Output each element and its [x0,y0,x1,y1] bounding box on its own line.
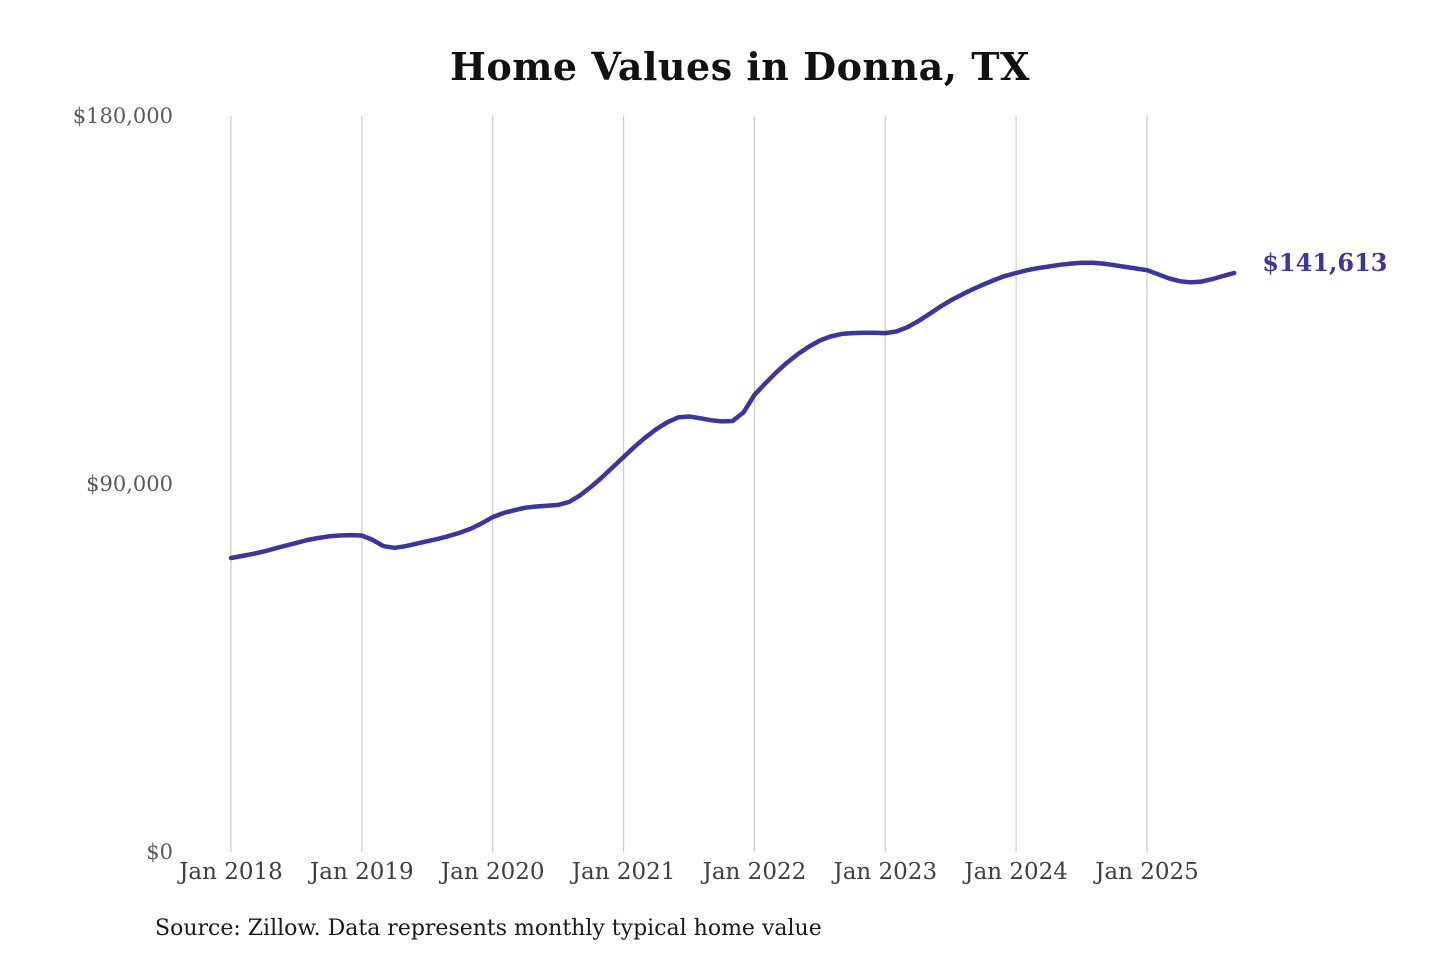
y-tick-label: $180,000 [73,104,173,128]
x-tick-label: Jan 2025 [1093,859,1199,885]
x-tick-label: Jan 2024 [962,859,1068,885]
x-tick-label: Jan 2019 [308,859,414,885]
home-value-line [228,260,1237,561]
x-tick-label: Jan 2023 [831,859,937,885]
current-value-label: $141,613 [1262,248,1387,277]
chart-title: Home Values in Donna, TX [449,44,1031,89]
y-tick-label: $0 [146,840,173,864]
x-tick-label: Jan 2020 [439,859,545,885]
source-note: Source: Zillow. Data represents monthly … [155,916,822,941]
x-tick-label: Jan 2021 [570,859,676,885]
x-tick-label: Jan 2018 [177,859,283,885]
y-tick-label: $90,000 [86,472,173,496]
x-tick-label: Jan 2022 [701,859,807,885]
